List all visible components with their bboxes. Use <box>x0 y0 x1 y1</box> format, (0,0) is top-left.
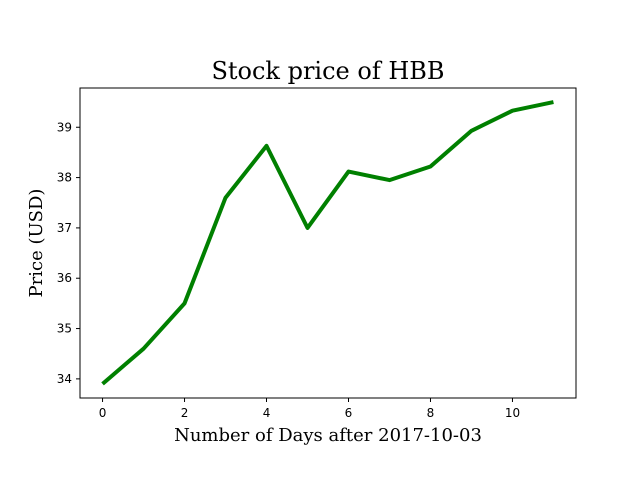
y-tick-label: 37 <box>57 221 72 235</box>
y-tick-label: 36 <box>57 271 72 285</box>
x-tick-label: 0 <box>99 406 107 420</box>
y-tick-label: 38 <box>57 171 72 185</box>
chart-title: Stock price of HBB <box>211 57 444 85</box>
x-tick-label: 8 <box>427 406 435 420</box>
y-tick-label: 34 <box>57 372 72 386</box>
y-axis-label: Price (USD) <box>26 189 47 298</box>
y-axis-ticks: 34 35 36 37 38 39 <box>57 120 80 386</box>
plot-frame <box>79 87 577 399</box>
x-tick-label: 4 <box>263 406 271 420</box>
y-tick-label: 35 <box>57 322 72 336</box>
x-tick-label: 2 <box>181 406 189 420</box>
x-axis-label: Number of Days after 2017-10-03 <box>174 425 482 446</box>
x-tick-label: 6 <box>345 406 353 420</box>
x-tick-label: 10 <box>505 406 520 420</box>
y-tick-label: 39 <box>57 120 72 134</box>
series-line <box>101 100 554 386</box>
x-axis-ticks: 0 2 4 6 8 10 <box>99 398 520 420</box>
